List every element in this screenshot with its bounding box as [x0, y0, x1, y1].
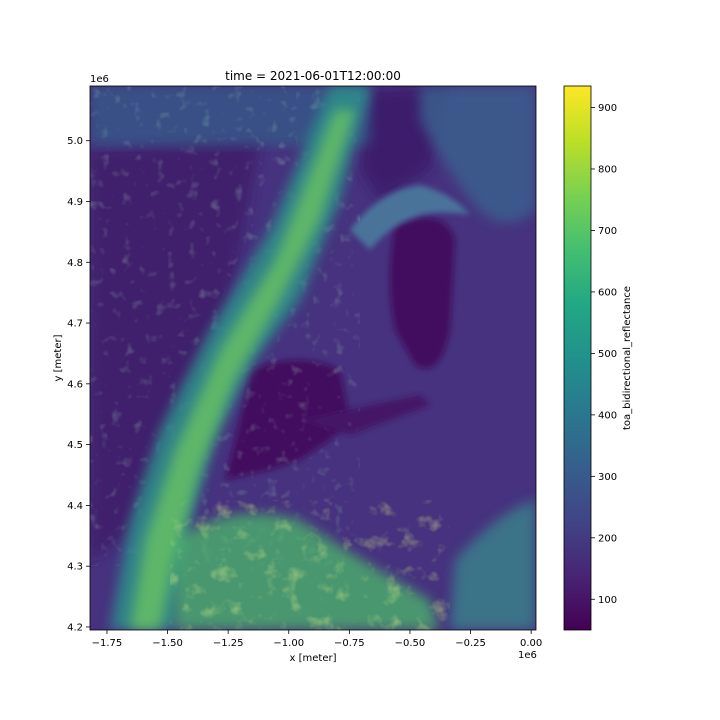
- north-sea-region: [390, 217, 455, 369]
- y-tick-label: 4.9: [67, 197, 83, 208]
- colorbar-tick-label: 600: [598, 287, 617, 298]
- x-offset-label: 1e6: [518, 650, 537, 661]
- x-tick-label: −1.75: [92, 638, 123, 649]
- x-axis-label: x [meter]: [290, 653, 337, 664]
- x-axis-ticks: −1.75 −1.50 −1.25 −1.00 −0.75 −0.50 −0.25 0.00: [92, 630, 542, 649]
- x-tick-label: −1.50: [152, 638, 183, 649]
- colorbar-tick-label: 800: [598, 164, 617, 175]
- y-tick-label: 4.3: [67, 562, 83, 573]
- y-tick-label: 5.0: [67, 136, 83, 147]
- colorbar-tick-label: 300: [598, 472, 617, 483]
- x-tick-label: −1.00: [273, 638, 304, 649]
- speckle-bright-south: [170, 500, 450, 630]
- y-tick-label: 4.6: [67, 379, 83, 390]
- colorbar-ticks: 100 200 300 400 500 600 700 800 900: [591, 103, 617, 606]
- y-axis-label: y [meter]: [53, 334, 64, 381]
- x-tick-label: −0.50: [395, 638, 426, 649]
- chart-title: time = 2021-06-01T12:00:00: [225, 69, 401, 83]
- y-tick-label: 4.7: [67, 319, 83, 330]
- y-axis-ticks: 4.2 4.3 4.4 4.5 4.6 4.7 4.8 4.9 5.0: [67, 136, 90, 633]
- colorbar-tick-label: 400: [598, 410, 617, 421]
- colorbar-tick-label: 700: [598, 226, 617, 237]
- colorbar-tick-label: 500: [598, 349, 617, 360]
- cloud-south-east: [450, 500, 536, 630]
- y-tick-label: 4.2: [67, 622, 83, 633]
- heatmap-image: [90, 86, 536, 630]
- colorbar-tick-label: 200: [598, 533, 617, 544]
- y-tick-label: 4.4: [67, 501, 83, 512]
- cloud-arc: [350, 185, 470, 250]
- colorbar-tick-label: 100: [598, 595, 617, 606]
- y-tick-label: 4.5: [67, 440, 83, 451]
- colorbar-label: toa_bidirectional_reflectance: [622, 286, 633, 430]
- colorbar: [563, 85, 592, 631]
- x-tick-label: −1.25: [213, 638, 244, 649]
- y-tick-label: 4.8: [67, 258, 83, 269]
- plot-frame: [89, 85, 537, 631]
- x-tick-label: 0.00: [520, 638, 542, 649]
- x-tick-label: −0.25: [455, 638, 486, 649]
- y-offset-label: 1e6: [90, 74, 109, 85]
- colorbar-tick-label: 900: [598, 103, 617, 114]
- cloud-north-east: [420, 86, 536, 223]
- x-tick-label: −0.75: [334, 638, 365, 649]
